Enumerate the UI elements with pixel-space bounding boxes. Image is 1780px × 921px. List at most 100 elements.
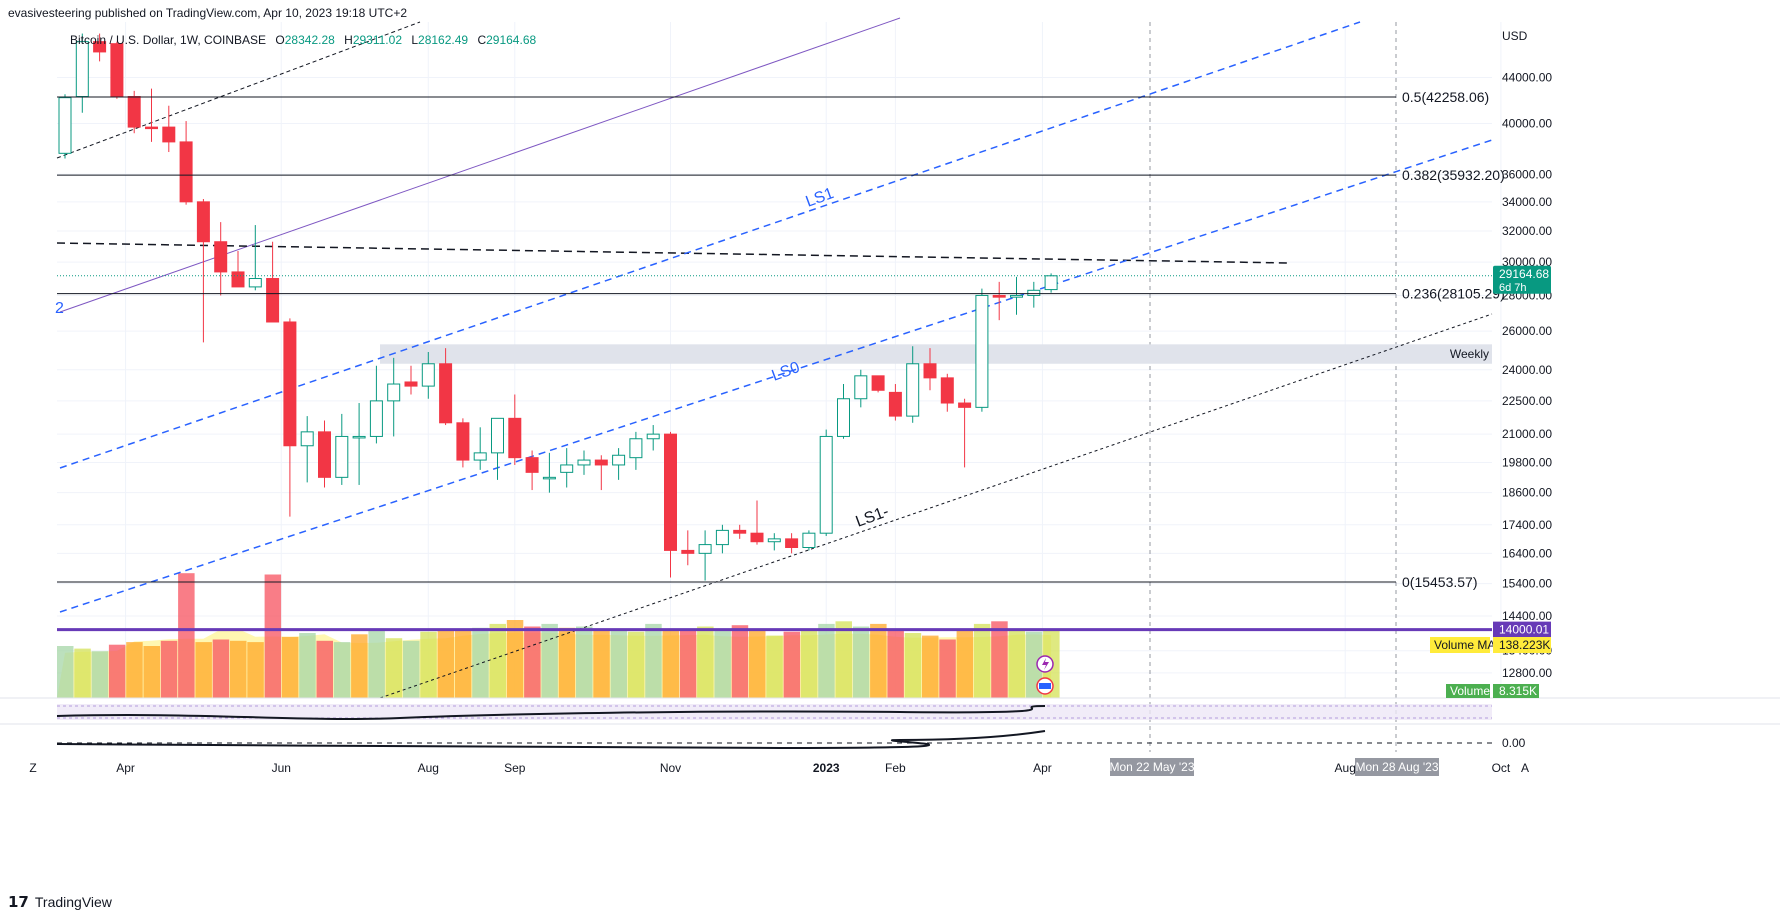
legend-open: 28342.28 (284, 33, 335, 47)
weekly-zone (380, 344, 1492, 364)
candle-body (508, 417, 522, 459)
volume-bar (956, 630, 974, 698)
volume-bar (939, 639, 956, 698)
time-tick: Nov (660, 761, 681, 775)
volume-bar (420, 631, 437, 698)
candle-body (1027, 289, 1041, 296)
volume-value-box (1493, 684, 1539, 698)
time-tick: Oct (1492, 761, 1511, 775)
volume-bar (489, 623, 506, 698)
purple-channel-line (59, 17, 901, 313)
candle-body (837, 398, 850, 437)
level-label: 0.382(35932.20) (1402, 167, 1505, 183)
volume-ma-value: 138.223K (1499, 638, 1550, 652)
volume-bar (800, 629, 818, 698)
candle-body (629, 438, 643, 459)
volume-bar (731, 625, 749, 698)
legend-close: 29164.68 (486, 33, 537, 47)
volume-bar (195, 642, 212, 698)
volume-bar (143, 646, 160, 698)
price-tick: 26000.00 (1502, 324, 1552, 338)
time-badge (1110, 758, 1194, 776)
price-tick: 16400.00 (1502, 546, 1552, 560)
volume-bar (299, 633, 316, 698)
candle-body (439, 363, 453, 424)
candle-body (127, 96, 141, 128)
time-tick: Aug (1335, 761, 1356, 775)
volume-bar (610, 629, 628, 698)
candle-body (750, 532, 764, 543)
level-label: 0.5(42258.06) (1402, 89, 1489, 105)
candle-body (992, 294, 1006, 298)
candle-body (456, 422, 470, 461)
volume-bar (74, 648, 91, 698)
volume-bar (264, 574, 282, 698)
oscillator-panes: 0.00 (0, 697, 1780, 750)
volume-bar (697, 626, 714, 698)
volume-bar (281, 636, 299, 698)
volume-bar (403, 640, 420, 698)
volume-bar (818, 623, 835, 698)
corner-z: Z (29, 761, 36, 775)
candle-body (733, 529, 747, 534)
price-tick: 19800.00 (1502, 456, 1552, 470)
volume-bar (506, 620, 524, 698)
volume-bar (472, 627, 489, 698)
volume-bar (247, 642, 264, 698)
current-price-value: 29164.68 (1499, 267, 1549, 281)
candle-body (560, 464, 574, 473)
time-tick: 2023 (813, 761, 840, 775)
volume-label-box (1446, 684, 1490, 698)
volume-bar (454, 629, 472, 698)
candle-body (1044, 275, 1058, 291)
candle-body (387, 383, 401, 402)
time-badge-text: Mon 22 May '23 (1109, 760, 1194, 774)
volume-bar (991, 621, 1008, 698)
edge-label: 2 (55, 300, 64, 317)
volume-bar (351, 634, 368, 698)
candle-body (767, 538, 781, 543)
candle-body (785, 538, 799, 548)
candle-body (958, 402, 972, 408)
candle-body (698, 544, 712, 554)
volume-bar (870, 623, 887, 698)
time-tick: Aug (418, 761, 439, 775)
candle-body (975, 294, 989, 408)
price-tick: 36000.00 (1502, 167, 1552, 181)
bar-countdown: 6d 7h (1499, 282, 1527, 294)
price-tick: 21000.00 (1502, 427, 1552, 441)
volume-bar (627, 631, 645, 698)
volume-bar (973, 623, 991, 698)
volume-bar (316, 640, 333, 698)
time-tick: Apr (1033, 761, 1052, 775)
volume-value: 8.315K (1499, 684, 1537, 698)
candles (58, 33, 1058, 581)
price-tick: 30000.00 (1502, 255, 1552, 269)
candle-body (715, 529, 729, 546)
symbol-legend: Bitcoin / U.S. Dollar, 1W, COINBASE O283… (70, 33, 537, 47)
volume-bar (57, 646, 74, 698)
volume-bar (593, 630, 610, 698)
candle-body (75, 41, 89, 98)
footer-brand[interactable]: TradingView (34, 894, 112, 910)
footer: 𝟭𝟳 TradingView (8, 893, 112, 911)
volume-bar (835, 621, 852, 698)
price-tick: 14400.00 (1502, 609, 1552, 623)
time-tick: Apr (116, 761, 135, 775)
candle-body (594, 459, 608, 466)
price-tick: 15400.00 (1502, 577, 1552, 591)
ls1-label: LS1 (804, 185, 837, 211)
price-tick: 34000.00 (1502, 195, 1552, 209)
oscillator-line-2 (56, 730, 1046, 750)
volume-bar (178, 573, 195, 698)
currency-label: USD (1502, 29, 1528, 43)
candle-body (110, 43, 124, 98)
candle-body (525, 457, 539, 473)
volume-ma-label-box (1430, 637, 1490, 653)
candle-body (214, 241, 228, 273)
price-tick: 22500.00 (1502, 394, 1552, 408)
time-axis: Apr Jun Aug Sep Nov 2023 Feb Apr Aug Oct Z A (29, 761, 1529, 775)
volume-ma-value-box (1493, 637, 1551, 653)
candle-body (300, 431, 314, 447)
